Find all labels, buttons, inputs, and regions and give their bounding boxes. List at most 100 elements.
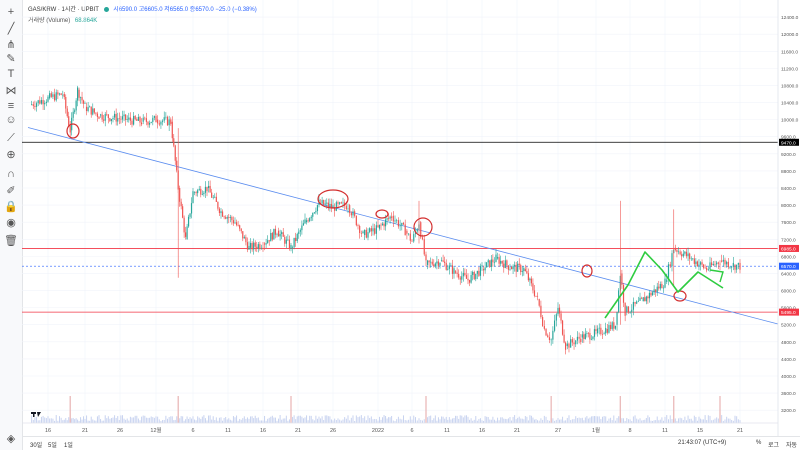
- volume-bar: [254, 415, 256, 423]
- volume-bar: [365, 420, 367, 423]
- object-tree-icon[interactable]: ◈: [6, 432, 16, 445]
- candle-body: [206, 186, 208, 192]
- candle-body: [510, 267, 513, 270]
- candle-body: [220, 211, 222, 214]
- volume-bar: [215, 417, 217, 423]
- volume-bar: [418, 418, 420, 423]
- percent-toggle[interactable]: %: [756, 440, 762, 446]
- volume-bar: [147, 417, 149, 423]
- pitchfork-icon[interactable]: ⋔: [6, 38, 16, 51]
- range-5d[interactable]: 5일: [48, 443, 57, 449]
- candle-body: [386, 218, 388, 220]
- pattern-icon[interactable]: ⋈: [5, 84, 17, 97]
- volume-bar: [83, 416, 85, 423]
- eye-icon[interactable]: ◉: [6, 216, 16, 229]
- volume-bar: [349, 420, 351, 423]
- candle-body: [235, 222, 238, 226]
- volume-bar: [59, 416, 61, 423]
- lock-icon[interactable]: 🔒: [4, 200, 18, 213]
- candle-body: [65, 96, 67, 109]
- trash-icon[interactable]: 🗑: [4, 234, 18, 247]
- volume-bar: [158, 419, 160, 423]
- candle-body: [381, 223, 384, 225]
- symbol-title[interactable]: GAS/KRW · 1시간 · UPBIT: [28, 7, 99, 13]
- candle-body: [112, 118, 114, 120]
- candle-body: [81, 97, 83, 101]
- volume-bar: [377, 420, 379, 423]
- candle-body: [693, 258, 695, 264]
- candle-body: [288, 239, 291, 249]
- candle-body: [674, 247, 676, 250]
- candle-body: [150, 121, 152, 123]
- candle-body: [611, 322, 613, 330]
- green-zigzag-annotation: [604, 251, 724, 319]
- candle-body: [335, 202, 337, 211]
- range-1d[interactable]: 1일: [64, 443, 73, 449]
- text-icon[interactable]: T: [7, 68, 15, 80]
- candle-body: [639, 297, 641, 301]
- volume-label[interactable]: 거래량 (Volume): [28, 18, 71, 24]
- candle-body: [608, 325, 610, 333]
- prediction-icon[interactable]: ≡: [7, 100, 15, 112]
- volume-bar: [498, 420, 500, 423]
- volume-bar: [592, 416, 594, 423]
- clock-time[interactable]: 21:43:07 (UTC+9): [678, 440, 727, 446]
- candle-body: [650, 292, 652, 296]
- volume-bar: [150, 416, 152, 423]
- candle-body: [580, 338, 582, 343]
- volume-bar: [634, 415, 636, 423]
- green-arrow-annotation: [709, 269, 724, 283]
- annotations: [66, 123, 724, 319]
- candle-body: [139, 116, 141, 123]
- auto-toggle[interactable]: 자동: [786, 443, 798, 449]
- volume-bar: [514, 415, 516, 423]
- volume-bar: [709, 415, 711, 423]
- candle-body: [347, 208, 349, 210]
- candle-body: [249, 242, 252, 248]
- volume-bar: [610, 417, 612, 423]
- magnet-icon[interactable]: ∩: [7, 168, 15, 180]
- candle-body: [225, 217, 227, 219]
- volume-bar: [455, 415, 457, 423]
- candle-body: [316, 204, 319, 212]
- candle-body: [439, 262, 441, 266]
- price-chart[interactable]: 12400.0 12000.0 11600.0 11200.0 10800.0 10400…: [0, 0, 800, 436]
- volume-bar: [270, 416, 272, 423]
- y-tick-label: 7600.0: [781, 220, 796, 226]
- candle-body: [326, 202, 328, 204]
- ruler-icon[interactable]: ⟋: [7, 131, 15, 144]
- lock-drawing-icon[interactable]: ✐: [6, 184, 16, 197]
- candle-body: [392, 215, 394, 222]
- zoom-icon[interactable]: ⊕: [6, 148, 16, 161]
- candle-body: [447, 268, 449, 270]
- candle-body: [273, 228, 275, 240]
- log-toggle[interactable]: 로그: [768, 443, 780, 449]
- volume-bar: [192, 416, 194, 423]
- candle-body: [425, 254, 427, 261]
- candle-body: [342, 202, 344, 204]
- volume-bar: [700, 418, 701, 423]
- range-30d[interactable]: 30일: [30, 443, 43, 449]
- candle-body: [270, 232, 272, 242]
- volume-bar: [593, 416, 595, 423]
- candle-body: [578, 336, 580, 339]
- volume-bar: [415, 417, 416, 423]
- volume-bar: [136, 415, 138, 423]
- volume-bar: [722, 420, 724, 423]
- shapes-icon[interactable]: ☺: [5, 114, 17, 126]
- volume-bar: [693, 415, 695, 423]
- volume-bar: [598, 416, 600, 423]
- crosshair-icon[interactable]: +: [7, 6, 15, 18]
- volume-bar: [323, 420, 325, 423]
- volume-bar: [359, 416, 361, 423]
- candle-body: [174, 145, 176, 161]
- candle-body: [234, 222, 236, 224]
- volume-bar: [589, 417, 591, 423]
- candle-body: [682, 253, 684, 257]
- volume-bar: [576, 418, 578, 423]
- candle-body: [115, 113, 117, 122]
- candle-body: [387, 218, 390, 219]
- brush-icon[interactable]: ✎: [6, 52, 16, 65]
- price-axis: 12400.0 12000.0 11600.0 11200.0 10800.0 10400…: [777, 0, 800, 436]
- trend-line-icon[interactable]: ╱: [7, 22, 15, 35]
